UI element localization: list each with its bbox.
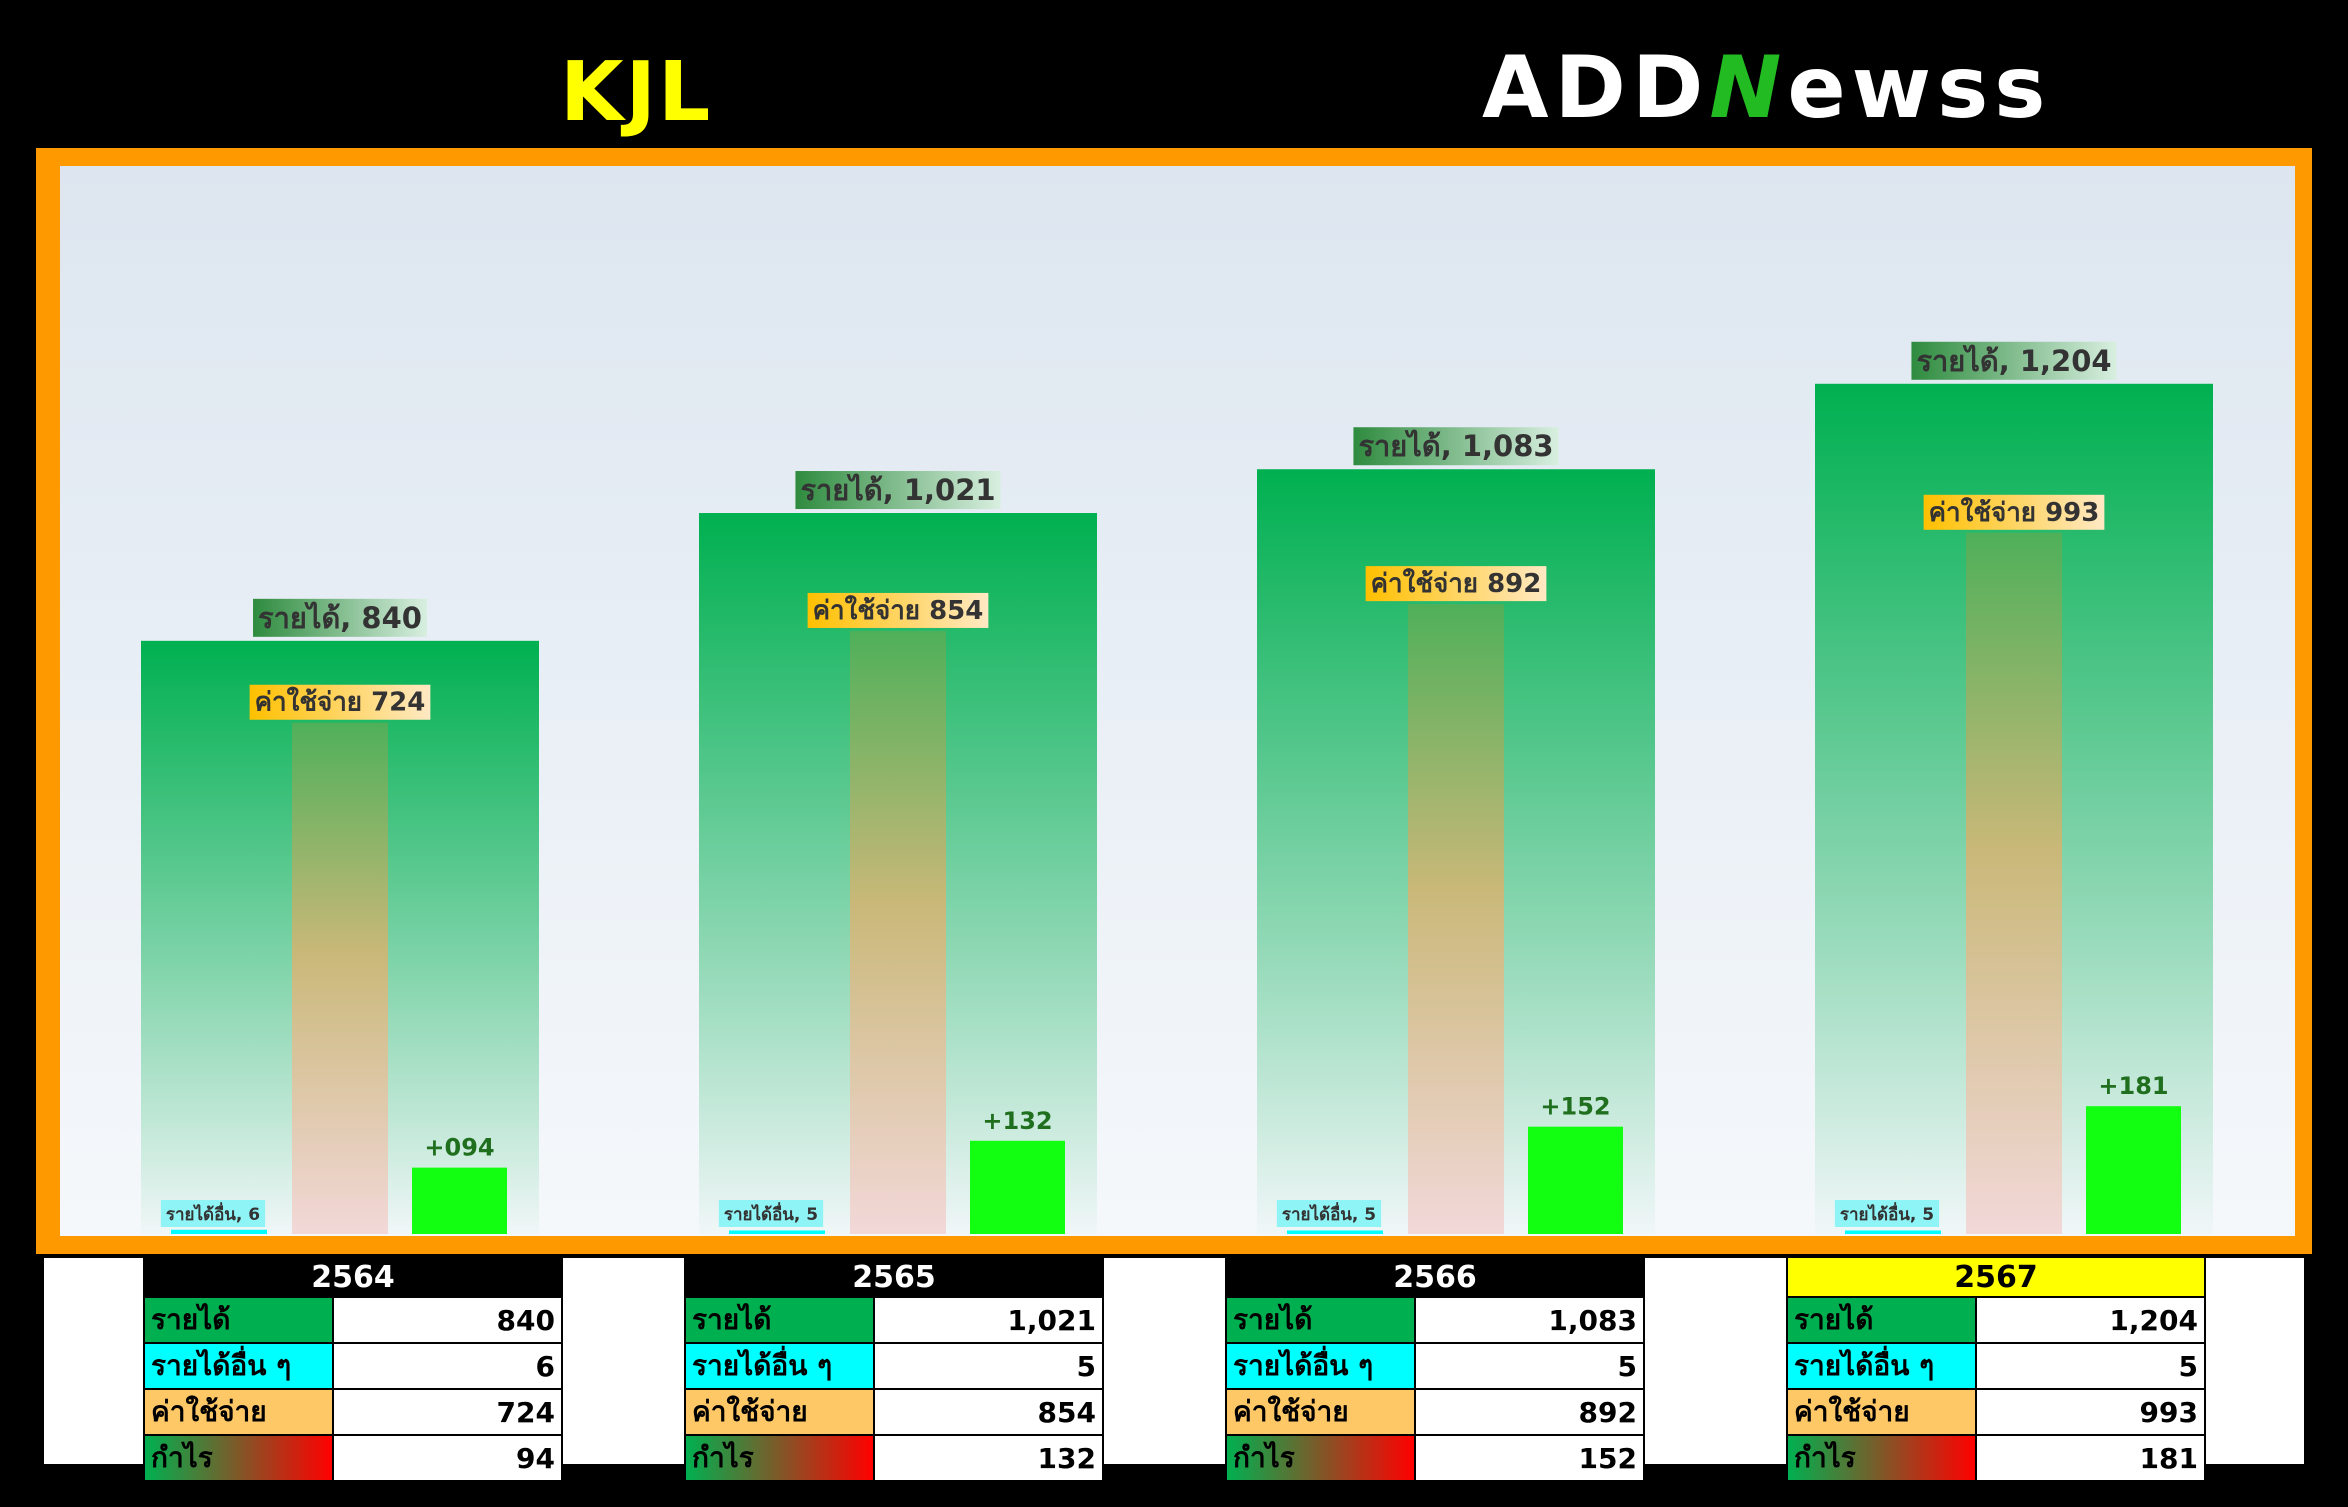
plot-area: รายได้, 840 ค่าใช้จ่าย 724 +094 รายได้อื่น,… (60, 166, 2295, 1236)
expense-bar (1408, 604, 1504, 1234)
profit-bar (412, 1167, 507, 1234)
value-revenue: 840 (332, 1296, 563, 1344)
expense-data-label: ค่าใช้จ่าย 724 (255, 687, 426, 718)
revenue-data-label-bg (253, 598, 427, 637)
value-other: 5 (1975, 1342, 2206, 1390)
profit-bar (2086, 1106, 2181, 1234)
other-income-data-label: รายได้อื่น, 5 (1840, 1202, 1934, 1225)
expense-data-label-bg (807, 592, 989, 628)
value-revenue: 1,021 (873, 1296, 1104, 1344)
expense-data-label-bg (249, 684, 431, 720)
other-income-data-label-bg (718, 1200, 824, 1227)
row-label-revenue: รายได้ (1225, 1296, 1416, 1344)
row-label-revenue: รายได้ (143, 1296, 334, 1344)
value-profit: 94 (332, 1434, 563, 1482)
expense-bar (292, 722, 388, 1234)
other-income-data-label: รายได้อื่น, 6 (166, 1202, 260, 1225)
other-income-data-label-bg (1276, 1200, 1382, 1227)
revenue-data-label-bg (1911, 341, 2117, 380)
row-label-revenue: รายได้ (684, 1296, 875, 1344)
other-income-bar (171, 1229, 267, 1234)
expense-data-label: ค่าใช้จ่าย 993 (1929, 497, 2100, 528)
year-header: 2567 (1786, 1256, 2206, 1298)
value-other: 5 (1414, 1342, 1645, 1390)
profit-data-label: +132 (982, 1107, 1052, 1135)
value-expense: 854 (873, 1388, 1104, 1436)
value-other: 5 (873, 1342, 1104, 1390)
other-income-bar (1845, 1230, 1941, 1234)
row-label-other: รายได้อื่น ๆ (684, 1342, 875, 1390)
row-label-expense: ค่าใช้จ่าย (1786, 1388, 1977, 1436)
profit-bar (1528, 1126, 1623, 1234)
other-income-data-label: รายได้อื่น, 5 (724, 1202, 818, 1225)
row-label-profit: กำไร (684, 1434, 875, 1482)
year-header: 2565 (684, 1256, 1104, 1298)
value-other: 6 (332, 1342, 563, 1390)
revenue-data-label: รายได้, 1,204 (1916, 344, 2111, 378)
row-label-other: รายได้อื่น ๆ (143, 1342, 334, 1390)
bar-chart: รายได้, 840 ค่าใช้จ่าย 724 +094 รายได้อื่น,… (141, 341, 2213, 1235)
other-income-bar (729, 1230, 825, 1234)
row-label-expense: ค่าใช้จ่าย (143, 1388, 334, 1436)
expense-bar (1966, 532, 2062, 1234)
expense-data-label: ค่าใช้จ่าย 854 (813, 595, 984, 626)
other-income-data-label-bg (160, 1200, 266, 1227)
profit-bar (970, 1140, 1065, 1234)
row-label-other: รายได้อื่น ๆ (1225, 1342, 1416, 1390)
row-label-profit: กำไร (1786, 1434, 1977, 1482)
year-header: 2564 (143, 1256, 563, 1298)
value-profit: 181 (1975, 1434, 2206, 1482)
other-income-data-label: รายได้อื่น, 5 (1282, 1202, 1376, 1225)
row-label-other: รายได้อื่น ๆ (1786, 1342, 1977, 1390)
ticker-title: KJL (560, 45, 713, 140)
expense-bar (850, 630, 946, 1234)
row-label-profit: กำไร (1225, 1434, 1416, 1482)
logo-part-a: ADD (1482, 38, 1710, 138)
revenue-data-label: รายได้, 840 (258, 601, 422, 635)
revenue-data-label: รายได้, 1,083 (1358, 429, 1553, 463)
revenue-data-label: รายได้, 1,021 (800, 473, 995, 507)
value-revenue: 1,204 (1975, 1296, 2206, 1344)
other-income-data-label-bg (1834, 1200, 1940, 1227)
row-label-expense: ค่าใช้จ่าย (684, 1388, 875, 1436)
value-revenue: 1,083 (1414, 1296, 1645, 1344)
expense-data-label: ค่าใช้จ่าย 892 (1371, 568, 1542, 599)
value-profit: 152 (1414, 1434, 1645, 1482)
row-label-profit: กำไร (143, 1434, 334, 1482)
addnewss-logo: ADDNewss (1482, 38, 2051, 138)
logo-part-b: ewss (1787, 38, 2052, 138)
profit-data-label: +181 (2098, 1072, 2168, 1100)
expense-data-label-bg (1923, 494, 2105, 530)
row-label-revenue: รายได้ (1786, 1296, 1977, 1344)
value-expense: 892 (1414, 1388, 1645, 1436)
expense-data-label-bg (1365, 566, 1547, 602)
year-header: 2566 (1225, 1256, 1645, 1298)
profit-data-label: +152 (1540, 1093, 1610, 1121)
profit-data-label: +094 (424, 1134, 494, 1162)
value-profit: 132 (873, 1434, 1104, 1482)
value-expense: 993 (1975, 1388, 2206, 1436)
revenue-data-label-bg (1353, 427, 1559, 466)
other-income-bar (1287, 1230, 1383, 1234)
logo-part-n: N (1709, 38, 1788, 138)
value-expense: 724 (332, 1388, 563, 1436)
revenue-data-label-bg (795, 471, 1001, 510)
row-label-expense: ค่าใช้จ่าย (1225, 1388, 1416, 1436)
